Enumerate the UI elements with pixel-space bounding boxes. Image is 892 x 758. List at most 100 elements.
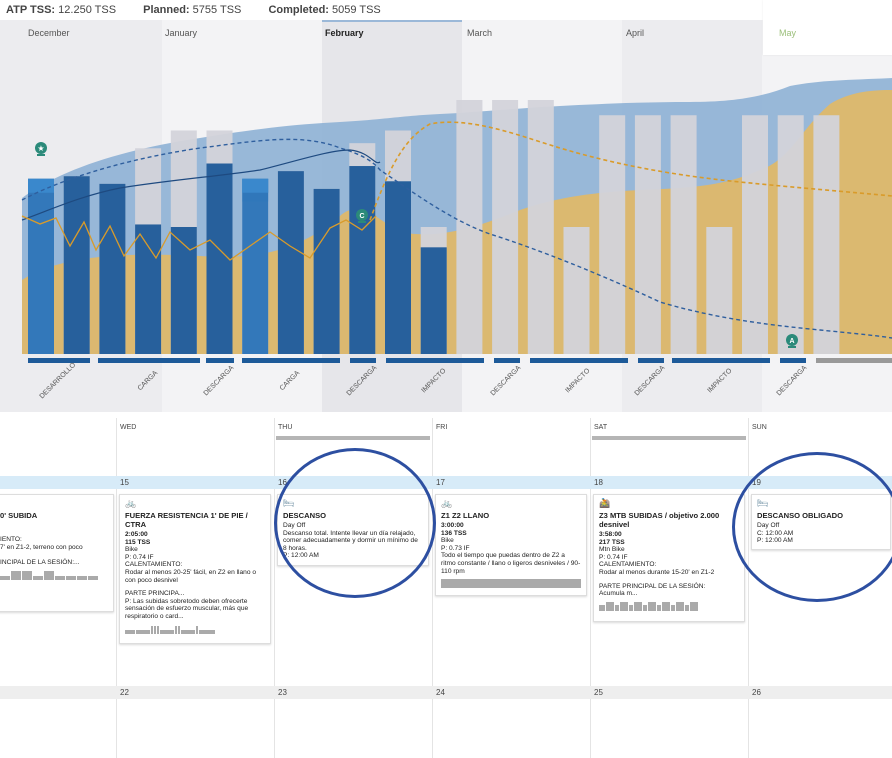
previous-week-item[interactable]	[592, 436, 746, 440]
phase-bar[interactable]	[98, 358, 200, 363]
day-header-thu: THU	[278, 424, 293, 431]
completed-tss-bar[interactable]	[420, 247, 447, 354]
intensity-graph	[599, 601, 739, 611]
bike-icon: 🚲	[441, 498, 453, 508]
workout-card-wed[interactable]: 🚲 FUERZA RESISTENCIA 1' DE PIE / CTRA 2:…	[119, 494, 271, 644]
race-marker[interactable]: ★	[35, 142, 47, 156]
training-calendar: WED THU FRI SAT SUN 15 16 17 18 19 0' SU…	[0, 418, 892, 758]
workout-text: Rodar al menos durante 15-20' en Z1-2	[599, 568, 715, 576]
workout-text: Bike	[441, 537, 454, 545]
phase-bar[interactable]	[816, 358, 892, 363]
month-label-february[interactable]: February	[325, 28, 364, 38]
date-18[interactable]: 18	[594, 478, 603, 487]
planned-tss-bar[interactable]	[527, 100, 554, 354]
atp-label: ATP TSS:	[6, 4, 56, 16]
workout-title: FUERZA RESISTENCIA 1' DE PIE / CTRA	[125, 511, 248, 529]
planned-value: 5755 TSS	[192, 4, 242, 16]
previous-week-item[interactable]	[276, 436, 430, 440]
month-label-may[interactable]: May	[779, 28, 797, 38]
phase-bars	[28, 358, 892, 363]
week-date-row	[0, 686, 892, 699]
planned-tss-bar[interactable]	[492, 100, 519, 354]
form-actual-line	[21, 215, 377, 261]
atp-value: 12.250 TSS	[58, 4, 117, 16]
planned-tss-bar[interactable]	[599, 115, 626, 355]
planned-tss-bar[interactable]	[456, 100, 483, 354]
phase-bar[interactable]	[242, 358, 340, 363]
day-header-wed: WED	[120, 424, 137, 431]
phase-bar[interactable]	[638, 358, 664, 363]
event-markers: ★ C A	[35, 142, 798, 348]
workout-duration: 3:58:00	[599, 531, 622, 538]
race-marker-label: A	[789, 338, 794, 345]
phase-bar[interactable]	[494, 358, 520, 363]
planned-tss-bar[interactable]	[813, 115, 840, 355]
planned-label: Planned:	[143, 4, 190, 16]
workout-text: CALENTAMIENTO:	[599, 561, 657, 569]
intensity-graph	[441, 578, 581, 589]
month-label-april[interactable]: April	[626, 28, 645, 38]
date-22[interactable]: 22	[120, 688, 129, 697]
trophy-icon: ★	[37, 144, 44, 153]
workout-duration: 2:05:00	[125, 531, 148, 538]
race-marker-badge	[786, 334, 798, 346]
planned-tss-bar[interactable]	[563, 227, 590, 354]
phase-bar[interactable]	[530, 358, 628, 363]
week-date-row	[0, 476, 892, 489]
date-26[interactable]: 26	[752, 688, 761, 697]
training-load-chart: DESARROLLO CARGA DESCARGA CARGA DESCARGA IMPA…	[21, 20, 892, 412]
month-label-march[interactable]: March	[467, 28, 493, 38]
spacer	[0, 551, 108, 559]
race-marker-base	[37, 154, 45, 156]
mountain-bike-icon: 🚵	[599, 498, 611, 508]
workout-card-tue[interactable]: 0' SUBIDA IENTO: 7' en Z1-2, terreno con…	[0, 494, 114, 612]
phase-bar[interactable]	[350, 358, 376, 363]
phase-bar[interactable]	[28, 358, 90, 363]
month-label-january[interactable]: January	[165, 28, 198, 38]
planned-tss-bar[interactable]	[634, 115, 661, 355]
workout-text: Rodar al menos 20-25' fácil, en Z2 en ll…	[125, 568, 257, 584]
completed-tss-bar[interactable]	[349, 166, 376, 354]
completed-tss-bar[interactable]	[99, 183, 126, 354]
completed-tss-bar[interactable]	[170, 227, 197, 354]
planned-tss-bar[interactable]	[777, 115, 804, 355]
workout-card-fri[interactable]: 🚲 Z1 Z2 LLANO 3:00:00 136 TSS Bike P: 0.…	[435, 494, 587, 596]
race-marker[interactable]: C	[356, 209, 368, 223]
phase-bar[interactable]	[386, 358, 484, 363]
date-24[interactable]: 24	[436, 688, 445, 697]
phase-bar[interactable]	[780, 358, 806, 363]
column-divider	[432, 418, 433, 758]
date-17[interactable]: 17	[436, 478, 445, 487]
day-header-sun: SUN	[752, 424, 767, 431]
completed-tss-bar[interactable]	[313, 188, 340, 354]
highlight-circle-thu	[274, 448, 436, 598]
completed-tss-bar[interactable]	[135, 224, 162, 354]
highlight-circle-sun	[732, 452, 892, 602]
planned-tss-bar[interactable]	[670, 115, 697, 355]
phase-label: IMPACTO	[706, 367, 733, 394]
completed-tss-bar-cap	[242, 178, 269, 193]
workout-card-sat[interactable]: 🚵 Z3 MTB SUBIDAS / objetivo 2.000 desniv…	[593, 494, 745, 622]
workout-tss: 217 TSS	[599, 538, 625, 546]
month-label-december[interactable]: December	[28, 28, 70, 38]
completed-tss-bar[interactable]	[28, 178, 54, 354]
date-23[interactable]: 23	[278, 688, 287, 697]
race-marker[interactable]: A	[786, 334, 798, 348]
completed-tss-bar[interactable]	[277, 171, 304, 354]
tss-summary-bar: ATP TSS: 12.250 TSS Planned: 5755 TSS Co…	[0, 0, 892, 20]
planned-tss-bar[interactable]	[706, 227, 733, 354]
date-16[interactable]: 16	[278, 478, 287, 487]
completed-value: 5059 TSS	[332, 4, 381, 16]
phase-label: DESARROLLO	[39, 361, 78, 400]
date-25[interactable]: 25	[594, 688, 603, 697]
phase-bar[interactable]	[206, 358, 234, 363]
completed-tss-bar[interactable]	[63, 176, 90, 354]
phase-bar[interactable]	[672, 358, 770, 363]
workout-tss: 115 TSS	[125, 538, 151, 546]
planned-tss-bar[interactable]	[742, 115, 768, 355]
completed-tss-bar[interactable]	[242, 178, 269, 354]
completed-label: Completed:	[268, 4, 329, 16]
workout-text: P: Las subidas sobretodo deben ofrecerte…	[125, 597, 249, 620]
date-15[interactable]: 15	[120, 478, 129, 487]
completed-tss-bar[interactable]	[385, 181, 411, 354]
